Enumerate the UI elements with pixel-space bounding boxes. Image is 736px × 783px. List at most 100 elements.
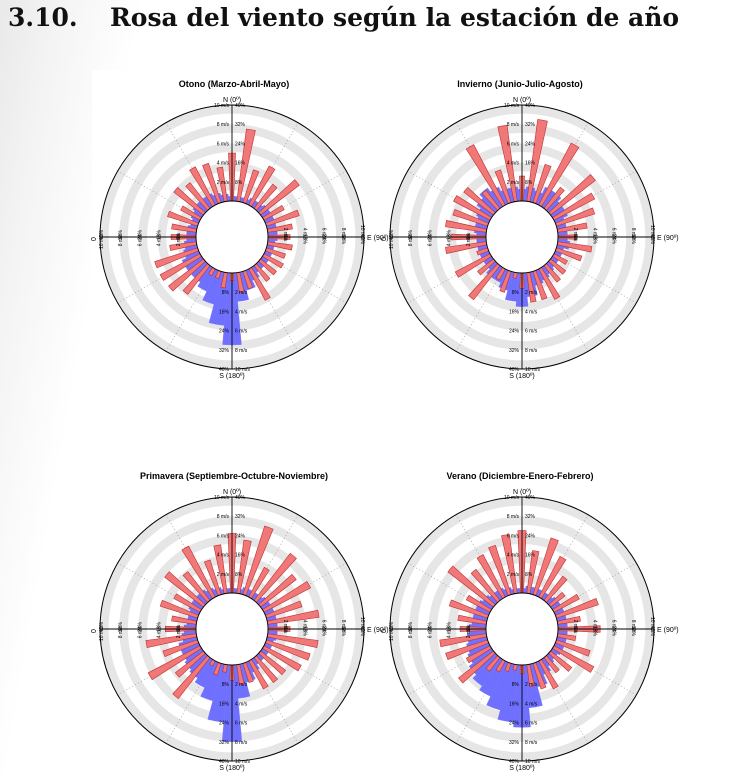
east-speed-tick: 8 m/s: [340, 228, 346, 241]
south-frequency-tick: 32%: [219, 348, 230, 354]
wind-rose-winter: Invierno (Junio-Julio-Agosto) 2 m/s 8%8% 2…: [381, 79, 679, 380]
radial-gridline: [117, 254, 201, 304]
east-speed-tick: 2 m/s: [572, 620, 578, 633]
west-frequency-tick: 16%: [157, 229, 163, 240]
south-speed-tick: 2 m/s: [525, 290, 538, 296]
west-speed-tick: 4 m/s: [447, 234, 453, 247]
north-speed-tick: 8 m/s: [217, 122, 230, 128]
north-speed-tick: 2 m/s: [507, 572, 520, 578]
north-frequency-tick: 32%: [235, 122, 246, 128]
north-frequency-tick: 16%: [235, 553, 246, 559]
east-frequency-tick: 40%: [359, 626, 365, 637]
east-speed-tick: 2 m/s: [282, 228, 288, 241]
wind-rose-title: Otono (Marzo-Abril-Mayo): [179, 79, 290, 89]
south-speed-tick: 2 m/s: [235, 682, 248, 688]
west-speed-tick: 6 m/s: [427, 626, 433, 639]
cardinal-axes: [100, 497, 364, 761]
east-frequency-tick: 24%: [611, 234, 617, 245]
north-speed-tick: 8 m/s: [507, 514, 520, 520]
radial-gridline: [117, 170, 201, 220]
south-speed-tick: 6 m/s: [235, 329, 248, 335]
cardinal-labels: N (0º)S (180º)E (90º)0: [91, 97, 389, 380]
east-speed-tick: 2 m/s: [282, 620, 288, 633]
east-frequency-tick: 40%: [649, 626, 655, 637]
west-speed-tick: 8 m/s: [408, 234, 414, 247]
south-speed-tick: 8 m/s: [235, 740, 248, 746]
west-frequency-tick: 24%: [137, 621, 143, 632]
east-speed-tick: 10 m/s: [649, 225, 655, 241]
north-speed-tick: 6 m/s: [217, 533, 230, 539]
north-frequency-tick: 40%: [235, 103, 246, 109]
west-frequency-tick: 24%: [427, 621, 433, 632]
west-frequency-tick: 40%: [389, 229, 395, 240]
west-frequency-tick: 32%: [408, 229, 414, 240]
tick-labels: 2 m/s 8%8% 2 m/s2 m/s8%2 m/s8%4 m/s 16%16% 4…: [99, 495, 365, 765]
west-speed-tick: 10 m/s: [99, 234, 105, 250]
north-speed-tick: 6 m/s: [507, 141, 520, 147]
west-speed-tick: 2 m/s: [466, 626, 472, 639]
east-speed-tick: 10 m/s: [649, 617, 655, 633]
radial-gridline: [553, 562, 637, 612]
south-speed-tick: 6 m/s: [525, 721, 538, 727]
west-speed-tick: 6 m/s: [137, 234, 143, 247]
east-label: E (90º): [657, 627, 679, 634]
wind-rose-autumn: Otono (Marzo-Abril-Mayo) 2 m/s 8%8% 2 m/s2…: [91, 79, 389, 380]
south-frequency-tick: 24%: [219, 329, 230, 335]
west-frequency-tick: 40%: [99, 621, 105, 632]
north-frequency-tick: 8%: [525, 180, 533, 186]
south-frequency-tick: 8%: [512, 290, 520, 296]
north-frequency-tick: 8%: [235, 572, 243, 578]
east-speed-tick: 8 m/s: [630, 620, 636, 633]
cardinal-axes: [390, 497, 654, 761]
west-frequency-tick: 32%: [118, 229, 124, 240]
north-speed-tick: 10 m/s: [504, 103, 520, 109]
west-label: 0: [381, 629, 388, 633]
west-frequency-tick: 8%: [466, 232, 472, 240]
radial-gridline: [455, 268, 505, 352]
west-frequency-tick: 24%: [427, 229, 433, 240]
east-frequency-tick: 8%: [572, 234, 578, 242]
speed-series: [154, 128, 300, 301]
cardinal-labels: N (0º)S (180º)E (90º)0: [91, 489, 389, 772]
radial-gridline: [553, 170, 637, 220]
wind-rose-summer: Verano (Diciembre-Enero-Febrero) 2 m/s 8%…: [381, 471, 679, 772]
west-frequency-tick: 16%: [447, 229, 453, 240]
west-frequency-tick: 24%: [137, 229, 143, 240]
south-frequency-tick: 8%: [222, 682, 230, 688]
cardinal-labels: N (0º)S (180º)E (90º)0: [381, 97, 679, 380]
south-speed-tick: 6 m/s: [235, 721, 248, 727]
east-label: E (90º): [367, 235, 389, 242]
west-label: 0: [91, 237, 98, 241]
east-frequency-tick: 16%: [301, 626, 307, 637]
east-frequency-tick: 32%: [630, 626, 636, 637]
north-frequency-tick: 16%: [525, 553, 536, 559]
north-frequency-tick: 16%: [235, 161, 246, 167]
wind-rose-title: Verano (Diciembre-Enero-Febrero): [446, 471, 593, 481]
east-frequency-tick: 8%: [282, 626, 288, 634]
west-speed-tick: 2 m/s: [466, 234, 472, 247]
wind-rose-spring: Primavera (Septiembre-Octubre-Noviembre)…: [91, 471, 389, 772]
west-frequency-tick: 16%: [157, 621, 163, 632]
radial-gridline: [165, 268, 215, 352]
tick-labels: 2 m/s 8%8% 2 m/s2 m/s8%2 m/s8%4 m/s 16%16% 4…: [389, 495, 655, 765]
east-frequency-tick: 32%: [340, 234, 346, 245]
east-speed-tick: 6 m/s: [321, 620, 327, 633]
radial-gridline: [407, 646, 491, 696]
south-speed-tick: 2 m/s: [235, 290, 248, 296]
north-speed-tick: 4 m/s: [507, 553, 520, 559]
speed-series: [445, 119, 596, 303]
east-frequency-tick: 40%: [649, 234, 655, 245]
inner-circle: [485, 592, 559, 666]
speed-series: [145, 525, 320, 700]
radial-gridline: [263, 254, 347, 304]
west-frequency-tick: 40%: [389, 621, 395, 632]
north-label: N (0º): [223, 489, 241, 496]
section-number: 3.10.: [8, 3, 78, 32]
north-frequency-tick: 24%: [235, 141, 246, 147]
south-frequency-tick: 16%: [509, 309, 520, 315]
radial-gridline: [263, 646, 347, 696]
north-frequency-tick: 40%: [525, 103, 536, 109]
west-speed-tick: 6 m/s: [427, 234, 433, 247]
east-speed-tick: 6 m/s: [611, 620, 617, 633]
east-speed-tick: 6 m/s: [321, 228, 327, 241]
